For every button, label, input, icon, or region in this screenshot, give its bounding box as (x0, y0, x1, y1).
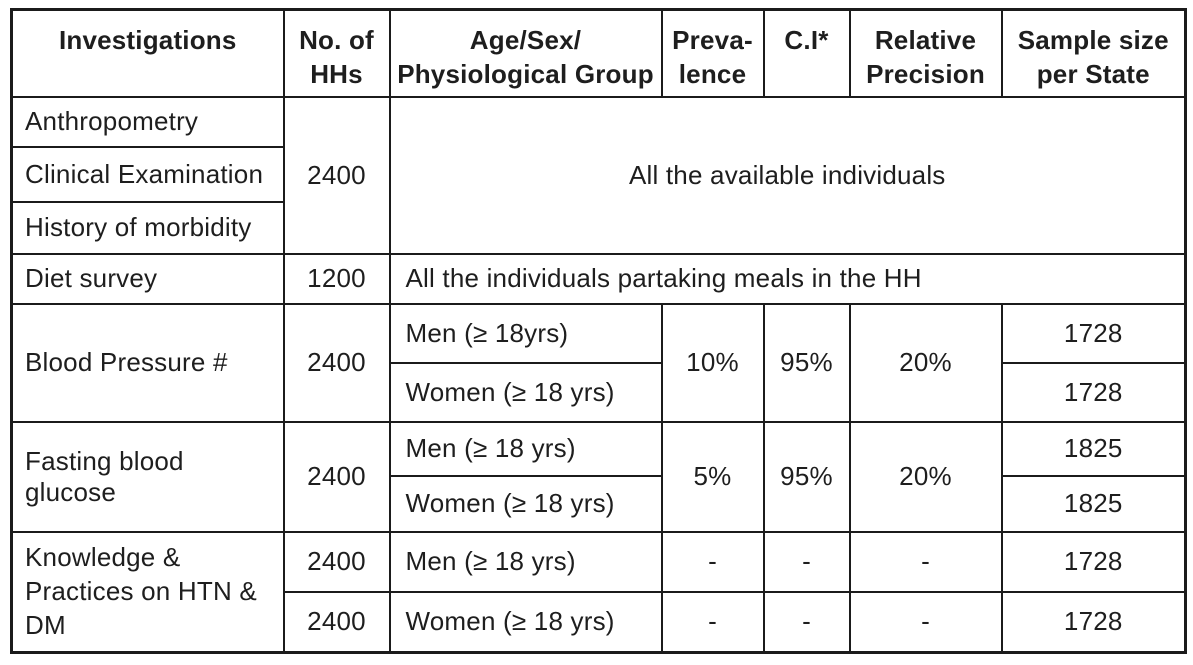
cell-sample-bp-women: 1728 (1000, 361, 1187, 423)
header-investigations: Investigations (10, 8, 285, 98)
row-knowledge-men: Knowledge & Practices on HTN & DM 2400 M… (10, 530, 1187, 654)
header-relative-precision: Relative Precision (848, 8, 1003, 98)
cell-sample-fbg-men: 1825 (1000, 420, 1187, 477)
cell-ci-knowledge-men: - (762, 530, 851, 593)
cell-investigation-blood-pressure: Blood Pressure # (10, 302, 285, 423)
cell-sample-knowledge-women: 1728 (1000, 590, 1187, 654)
cell-hhs-diet-survey: 1200 (282, 252, 391, 305)
cell-ci-knowledge-women: - (762, 590, 851, 654)
row-clinical-examination: Clinical Examination (10, 145, 1186, 203)
cell-relative-precision-fbg: 20% (848, 420, 1003, 533)
cell-hhs-fasting-glucose: 2400 (282, 420, 391, 533)
cell-group-bp-men: Men (≥ 18yrs) (388, 302, 663, 364)
row-fasting-glucose-women: Women (≥ 18 yrs) 1825 (12, 474, 1187, 533)
cell-prevalence-knowledge-women: - (660, 590, 765, 654)
cell-relative-precision-knowledge-men: - (848, 530, 1003, 593)
cell-sample-fbg-women: 1825 (1000, 474, 1187, 533)
cell-investigation-anthropometry: Anthropometry (10, 95, 285, 148)
cell-hhs-blood-pressure: 2400 (282, 302, 391, 423)
cell-group-knowledge-men: Men (≥ 18 yrs) (388, 530, 663, 593)
row-anthropometry: Anthropometry 2400 All the available ind… (10, 95, 1187, 255)
sampling-design-table: Investigations No. of HHs Age/Sex/ Physi… (10, 8, 1187, 654)
cell-prevalence-bp: 10% (660, 302, 765, 423)
cell-investigation-fasting-glucose: Fasting blood glucose (10, 420, 285, 533)
cell-prevalence-knowledge-men: - (660, 530, 765, 593)
cell-investigation-diet-survey: Diet survey (10, 252, 285, 305)
cell-investigation-knowledge-practices: Knowledge & Practices on HTN & DM (10, 530, 285, 654)
cell-hhs-available-individuals: 2400 (282, 95, 391, 255)
cell-ci-fbg: 95% (762, 420, 851, 533)
row-blood-pressure-men: Blood Pressure # 2400 Men (≥ 18yrs) 10% … (10, 302, 1187, 423)
cell-investigation-history-morbidity: History of morbidity (10, 200, 285, 255)
cell-group-fbg-women: Women (≥ 18 yrs) (388, 474, 663, 533)
cell-sample-knowledge-men: 1728 (1000, 530, 1187, 593)
cell-hhs-knowledge-women: 2400 (282, 590, 391, 654)
header-sample-size: Sample size per State (1000, 8, 1187, 98)
row-blood-pressure-women: Women (≥ 18 yrs) 1728 (12, 361, 1187, 423)
row-history-of-morbidity: History of morbidity (10, 200, 1186, 255)
row-diet-survey: Diet survey 1200 All the individuals par… (10, 252, 1187, 305)
header-row: Investigations No. of HHs Age/Sex/ Physi… (10, 8, 1187, 98)
cell-hhs-knowledge-men: 2400 (282, 530, 391, 593)
cell-group-knowledge-women: Women (≥ 18 yrs) (388, 590, 663, 654)
row-knowledge-women: 2400 Women (≥ 18 yrs) - - - 1728 (12, 590, 1187, 654)
header-no-of-hhs: No. of HHs (282, 8, 391, 98)
cell-group-fbg-men: Men (≥ 18 yrs) (388, 420, 663, 477)
cell-group-bp-women: Women (≥ 18 yrs) (388, 361, 663, 423)
cell-ci-bp: 95% (762, 302, 851, 423)
header-ci: C.I* (762, 8, 851, 98)
cell-note-diet-survey: All the individuals partaking meals in t… (388, 252, 1187, 305)
cell-note-available-individuals: All the available individuals (388, 95, 1187, 255)
header-prevalence: Preva- lence (660, 8, 765, 98)
header-age-sex-group: Age/Sex/ Physiological Group (388, 8, 663, 98)
cell-prevalence-fbg: 5% (660, 420, 765, 533)
cell-relative-precision-bp: 20% (848, 302, 1003, 423)
cell-relative-precision-knowledge-women: - (848, 590, 1003, 654)
cell-sample-bp-men: 1728 (1000, 302, 1187, 364)
row-fasting-glucose-men: Fasting blood glucose 2400 Men (≥ 18 yrs… (10, 420, 1187, 533)
cell-investigation-clinical-examination: Clinical Examination (10, 145, 285, 203)
